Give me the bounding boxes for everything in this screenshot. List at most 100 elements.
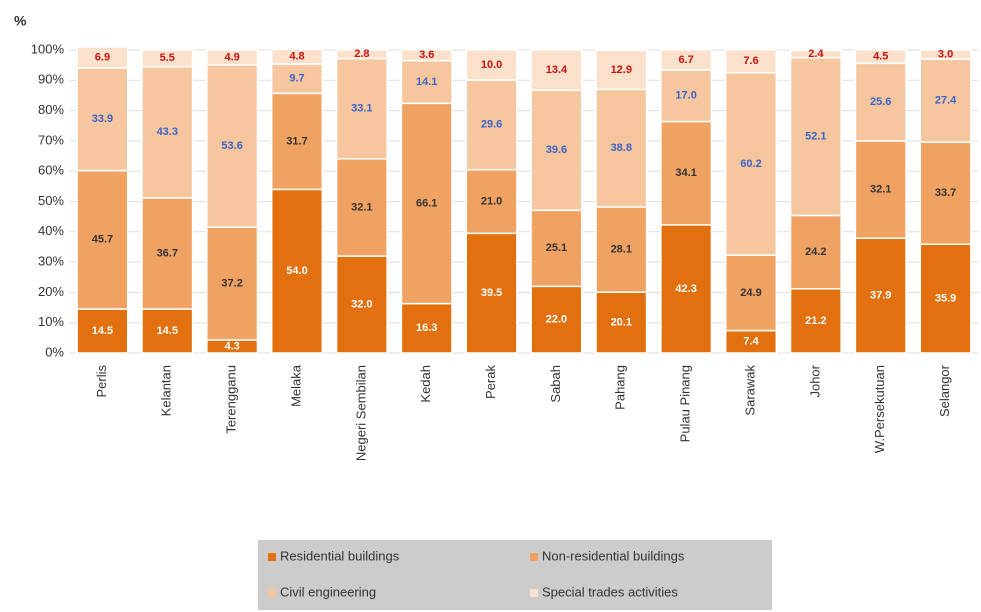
data-label: 25.6 xyxy=(870,96,891,108)
y-axis-label: % xyxy=(14,13,27,29)
x-tick-label: Terengganu xyxy=(224,365,239,434)
bar-segment xyxy=(919,58,972,143)
data-label: 42.3 xyxy=(675,283,696,295)
data-label: 2.8 xyxy=(354,48,369,60)
bar-segment xyxy=(465,48,518,81)
bar-segment xyxy=(660,120,713,226)
bar-segment xyxy=(270,188,324,354)
bar-segment xyxy=(141,49,194,68)
bar-segment xyxy=(76,169,129,310)
data-label: 37.2 xyxy=(221,278,242,290)
y-tick-label: 0% xyxy=(45,344,64,359)
bar-segment xyxy=(789,288,842,354)
bar-segment xyxy=(595,49,648,91)
data-label: 7.6 xyxy=(743,55,758,67)
data-label: 5.5 xyxy=(160,52,175,64)
bar-segment xyxy=(789,56,842,217)
data-label: 32.1 xyxy=(870,183,891,195)
y-tick-label: 90% xyxy=(38,72,64,87)
bar-segment xyxy=(595,88,648,208)
y-tick-label: 40% xyxy=(38,223,64,238)
legend-label: Civil engineering xyxy=(280,584,376,599)
x-tick-label: Sarawak xyxy=(742,365,757,416)
bar-segment xyxy=(919,49,972,60)
x-tick-label: Johor xyxy=(807,364,822,397)
bar-segment xyxy=(335,255,388,354)
bar-segment xyxy=(335,158,388,257)
data-label: 17.0 xyxy=(675,90,696,102)
bar-segment xyxy=(270,63,324,95)
data-label: 45.7 xyxy=(92,234,113,246)
legend-label: Special trades activities xyxy=(542,584,678,599)
x-tick-label: Kedah xyxy=(418,365,433,403)
bar-segment xyxy=(530,89,583,212)
y-tick-label: 60% xyxy=(38,163,64,178)
x-tick-label: Pahang xyxy=(613,365,628,410)
data-label: 21.2 xyxy=(805,315,826,327)
bar-segment xyxy=(530,48,583,92)
legend-marker xyxy=(268,589,276,597)
bar-segment xyxy=(206,49,259,66)
x-tick-label: Kelantan xyxy=(159,365,174,416)
bar-segment xyxy=(854,62,907,142)
x-tick-label: Sabah xyxy=(548,365,563,403)
data-label: 4.8 xyxy=(289,51,304,63)
bar-segment xyxy=(660,48,713,71)
x-tick-label: Melaka xyxy=(288,364,303,407)
data-label: 32.1 xyxy=(351,201,372,213)
bar-segment xyxy=(141,308,194,354)
bar-segment xyxy=(919,243,972,354)
bar-segment xyxy=(854,140,907,239)
x-tick-label: W.Persekutuan xyxy=(872,365,887,453)
legend-label: Residential buildings xyxy=(280,548,400,563)
x-tick-label: Selangor xyxy=(937,364,952,417)
bar-segment xyxy=(76,67,129,172)
data-label: 3.6 xyxy=(419,49,434,61)
bar-segment xyxy=(335,57,388,160)
data-label: 52.1 xyxy=(805,130,826,142)
y-tick-label: 80% xyxy=(38,102,64,117)
bar-segment xyxy=(919,141,972,245)
data-label: 33.1 xyxy=(351,103,372,115)
data-label: 6.7 xyxy=(678,54,693,66)
bar-segment xyxy=(660,224,713,354)
bar-segment xyxy=(76,46,129,69)
legend-box xyxy=(258,540,772,610)
data-label: 27.4 xyxy=(935,95,957,107)
data-label: 14.5 xyxy=(157,325,178,337)
data-label: 60.2 xyxy=(740,158,761,170)
bar-segment xyxy=(400,102,453,305)
bar-segment xyxy=(854,237,907,354)
bar-segment xyxy=(400,48,453,62)
x-tick-label: Negeri Sembilan xyxy=(353,365,368,461)
x-tick-label: Perak xyxy=(483,365,498,399)
data-label: 14.1 xyxy=(416,76,437,88)
bar-segment xyxy=(724,71,778,256)
data-label: 43.3 xyxy=(157,126,178,138)
bar-segment xyxy=(595,206,648,293)
y-tick-label: 30% xyxy=(38,254,64,269)
legend-marker xyxy=(530,589,538,597)
bar-segment xyxy=(141,197,194,310)
data-label: 54.0 xyxy=(286,265,307,277)
data-label: 32.0 xyxy=(351,298,372,310)
data-label: 31.7 xyxy=(286,135,307,147)
bar-segment xyxy=(270,92,324,191)
data-label: 33.7 xyxy=(935,187,956,199)
data-label: 4.3 xyxy=(224,340,239,352)
legend-marker xyxy=(268,553,276,561)
bar-segment xyxy=(660,69,713,123)
data-label: 12.9 xyxy=(611,64,632,76)
bar-segment xyxy=(206,64,259,229)
data-label: 4.9 xyxy=(224,51,239,63)
data-label: 13.4 xyxy=(546,64,568,76)
data-label: 24.9 xyxy=(740,287,761,299)
data-label: 35.9 xyxy=(935,293,956,305)
data-label: 6.9 xyxy=(95,51,110,63)
data-label: 34.1 xyxy=(675,167,696,179)
bar-segment xyxy=(206,226,259,341)
legend-marker xyxy=(530,553,538,561)
y-tick-label: 100% xyxy=(31,41,65,56)
bar-segment xyxy=(854,48,907,65)
data-label: 33.9 xyxy=(92,113,113,125)
